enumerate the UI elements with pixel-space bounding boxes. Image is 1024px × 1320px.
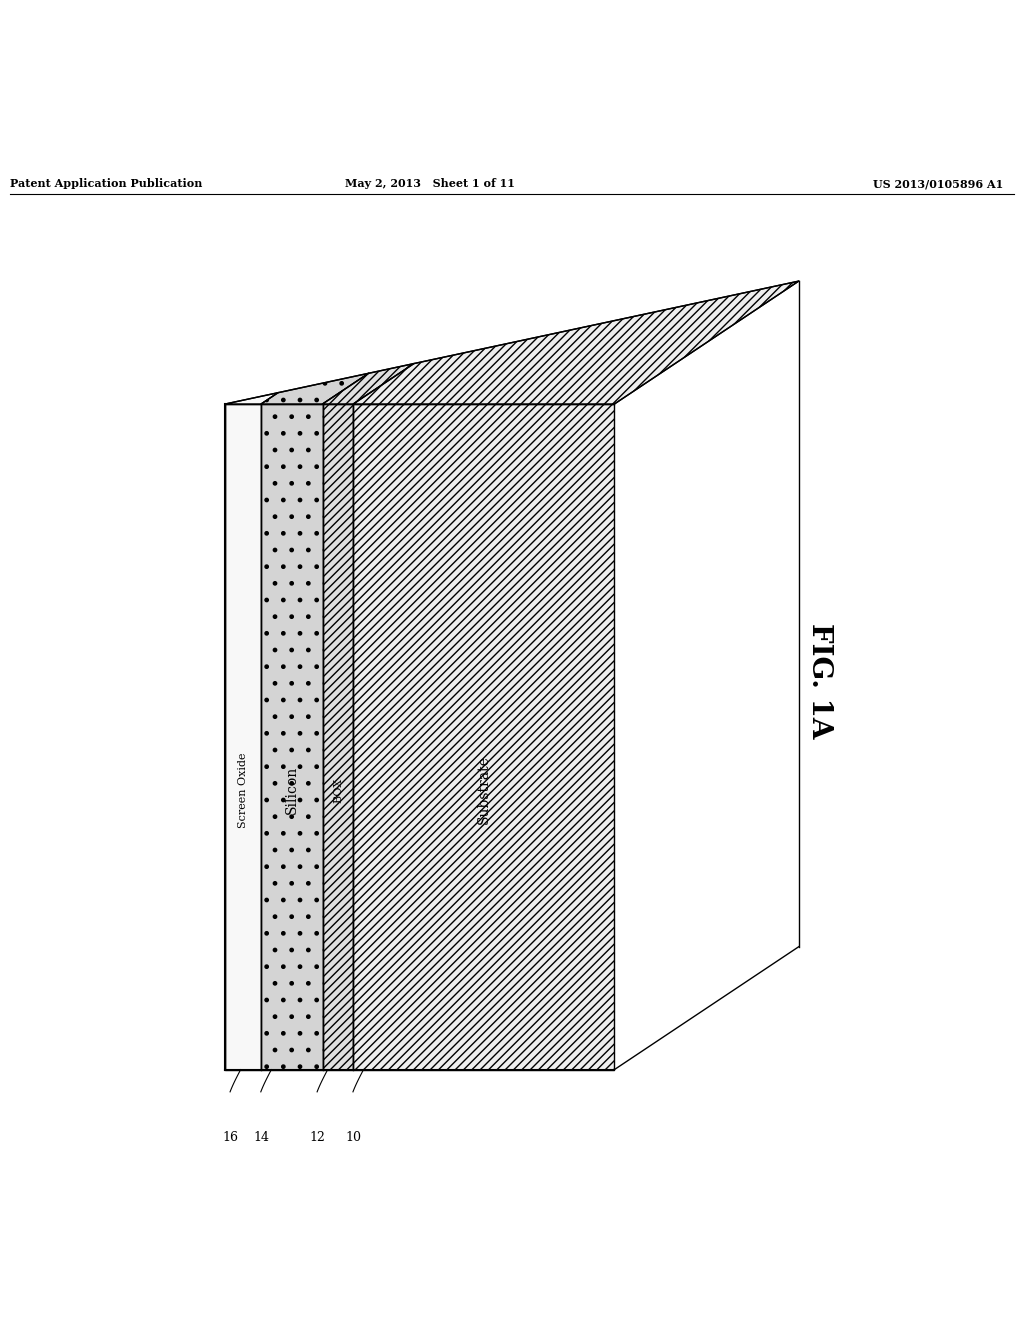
- Text: Silicon: Silicon: [285, 766, 299, 814]
- Polygon shape: [261, 374, 369, 404]
- Text: 16: 16: [222, 1131, 239, 1144]
- Polygon shape: [225, 392, 279, 404]
- Text: 12: 12: [309, 1131, 326, 1144]
- Text: US 2013/0105896 A1: US 2013/0105896 A1: [873, 178, 1004, 189]
- Text: BOX: BOX: [333, 777, 343, 803]
- Polygon shape: [323, 404, 353, 1069]
- Text: Substrate: Substrate: [477, 755, 490, 825]
- Polygon shape: [323, 363, 414, 404]
- Text: 10: 10: [345, 1131, 361, 1144]
- Polygon shape: [353, 281, 799, 404]
- Text: May 2, 2013   Sheet 1 of 11: May 2, 2013 Sheet 1 of 11: [345, 178, 515, 189]
- Text: Screen Oxide: Screen Oxide: [239, 752, 248, 828]
- Polygon shape: [353, 404, 614, 1069]
- Text: Patent Application Publication: Patent Application Publication: [10, 178, 203, 189]
- Polygon shape: [225, 404, 261, 1069]
- Polygon shape: [261, 404, 323, 1069]
- Text: FIG. 1A: FIG. 1A: [806, 623, 833, 738]
- Text: 14: 14: [253, 1131, 269, 1144]
